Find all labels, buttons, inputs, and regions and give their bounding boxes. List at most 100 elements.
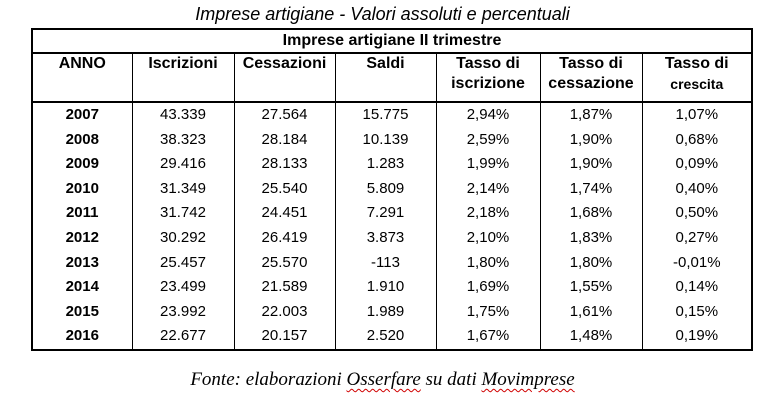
table-cell: 27.564 — [233, 102, 336, 128]
table-cell: 2,14% — [435, 176, 541, 202]
table-cell: 7.291 — [334, 201, 437, 226]
table-cell: 1,55% — [539, 275, 643, 300]
table-cell: 1.989 — [334, 299, 437, 325]
table-cell: 1,67% — [435, 324, 541, 351]
year-cell: 2015 — [31, 299, 133, 325]
table-cell: 1,83% — [539, 225, 643, 251]
table-cell: 1,74% — [539, 176, 643, 202]
table-cell: 25.457 — [131, 250, 235, 276]
table-cell: 28.133 — [233, 152, 336, 177]
table-cell: 23.499 — [131, 275, 235, 300]
table-row: 2009 29.416 28.133 1.283 1,99% 1,90% 0,09% — [31, 152, 754, 177]
year-cell: 2007 — [31, 102, 133, 128]
year-cell: 2008 — [31, 127, 133, 153]
header-line1: Tasso di — [664, 55, 729, 72]
table-cell: 21.589 — [233, 275, 336, 300]
year-cell: 2013 — [31, 250, 133, 276]
table-cell: 22.003 — [233, 299, 336, 325]
table-cell: 0,27% — [641, 225, 754, 251]
table-cell: 0,50% — [641, 201, 754, 226]
table-cell: 2,94% — [435, 102, 541, 128]
table-cell: 0,14% — [641, 275, 754, 300]
table-cell: 26.419 — [233, 225, 336, 251]
table-cell: 23.992 — [131, 299, 235, 325]
table-cell: 1,75% — [435, 299, 541, 325]
header-line1: Iscrizioni — [148, 55, 218, 72]
table-cell: 25.540 — [233, 176, 336, 202]
source-note: Fonte: elaborazioni Osserfare su dati Mo… — [0, 368, 765, 392]
header-line2: iscrizione — [451, 75, 525, 92]
table-cell: 1,87% — [539, 102, 643, 128]
year-cell: 2010 — [31, 176, 133, 202]
table-cell: 1,48% — [539, 324, 643, 351]
table-cell: 0,68% — [641, 127, 754, 153]
table-cell: 22.677 — [131, 324, 235, 351]
column-header: Tasso di iscrizione — [435, 53, 541, 103]
table-cell: 1,90% — [539, 127, 643, 153]
table-row: 2007 43.339 27.564 15.775 2,94% 1,87% 1,07% — [31, 102, 754, 128]
table-cell: -0,01% — [641, 250, 754, 276]
table-title: Imprese artigiane II trimestre — [30, 28, 754, 54]
table-row: 2015 23.992 22.003 1.989 1,75% 1,61% 0,15% — [31, 299, 754, 325]
table-cell: 10.139 — [334, 127, 437, 153]
header-line1: Tasso di — [559, 55, 623, 72]
table-cell: 1,07% — [641, 102, 754, 128]
table-cell: 29.416 — [131, 152, 235, 177]
header-line2: crescita — [670, 76, 724, 92]
column-header: Tasso di crescita — [641, 53, 754, 103]
table-cell: 2.520 — [334, 324, 437, 351]
header-row: ANNO Iscrizioni Cessazioni Saldi Tasso d… — [31, 53, 754, 103]
source-prefix: Fonte: elaborazioni — [190, 369, 347, 390]
year-cell: 2009 — [31, 152, 133, 177]
source-word-movimprese: Movimprese — [481, 369, 575, 390]
table-cell: 1,90% — [539, 152, 643, 177]
header-line1: Tasso di — [456, 55, 520, 72]
year-cell: 2012 — [31, 225, 133, 251]
table-cell: 3.873 — [334, 225, 437, 251]
table-row: 2013 25.457 25.570 -113 1,80% 1,80% -0,01% — [31, 250, 754, 276]
table-cell: 0,15% — [641, 299, 754, 325]
column-header: Tasso di cessazione — [539, 53, 643, 103]
table-cell: 1,69% — [435, 275, 541, 300]
table-cell: 1,80% — [435, 250, 541, 276]
table-cell: 0,40% — [641, 176, 754, 202]
table-cell: 43.339 — [131, 102, 235, 128]
table-body: 2007 43.339 27.564 15.775 2,94% 1,87% 1,07% 200… — [31, 102, 754, 351]
table-cell: 1.283 — [334, 152, 437, 177]
table-cell: 28.184 — [233, 127, 336, 153]
table-cell: 31.349 — [131, 176, 235, 202]
table-row: 2010 31.349 25.540 5.809 2,14% 1,74% 0,40% — [31, 176, 754, 202]
table-cell: 1,68% — [539, 201, 643, 226]
table-cell: 30.292 — [131, 225, 235, 251]
table-row: 2014 23.499 21.589 1.910 1,69% 1,55% 0,14% — [31, 275, 754, 300]
header-line1: Cessazioni — [242, 55, 327, 72]
table-caption: Imprese artigiane - Valori assoluti e pe… — [195, 4, 570, 24]
table-cell: 20.157 — [233, 324, 336, 351]
table-cell: 25.570 — [233, 250, 336, 276]
table-cell: 1,99% — [435, 152, 541, 177]
table-cell: -113 — [334, 250, 437, 276]
table-row: 2008 38.323 28.184 10.139 2,59% 1,90% 0,68% — [31, 127, 754, 153]
header-line1: ANNO — [58, 55, 106, 72]
table-cell: 0,19% — [641, 324, 754, 351]
data-table: Imprese artigiane II trimestre ANNO Iscr… — [30, 28, 754, 351]
table-row: 2011 31.742 24.451 7.291 2,18% 1,68% 0,50% — [31, 201, 754, 226]
source-middle: su dati — [420, 369, 482, 390]
header-line2: cessazione — [548, 75, 634, 92]
table-cell: 2,59% — [435, 127, 541, 153]
column-header: Iscrizioni — [131, 53, 235, 103]
table-cell: 31.742 — [131, 201, 235, 226]
table-cell: 24.451 — [233, 201, 336, 226]
table-cell: 5.809 — [334, 176, 437, 202]
table-cell: 1,61% — [539, 299, 643, 325]
header-line1: Saldi — [366, 55, 405, 72]
table-row: 2016 22.677 20.157 2.520 1,67% 1,48% 0,19% — [31, 324, 754, 351]
source-word-osserfare: Osserfare — [346, 369, 421, 390]
table-cell: 1.910 — [334, 275, 437, 300]
table-cell: 2,18% — [435, 201, 541, 226]
column-header: Cessazioni — [233, 53, 336, 103]
table-cell: 2,10% — [435, 225, 541, 251]
table-cell: 0,09% — [641, 152, 754, 177]
table-cell: 38.323 — [131, 127, 235, 153]
column-header: Saldi — [334, 53, 437, 103]
